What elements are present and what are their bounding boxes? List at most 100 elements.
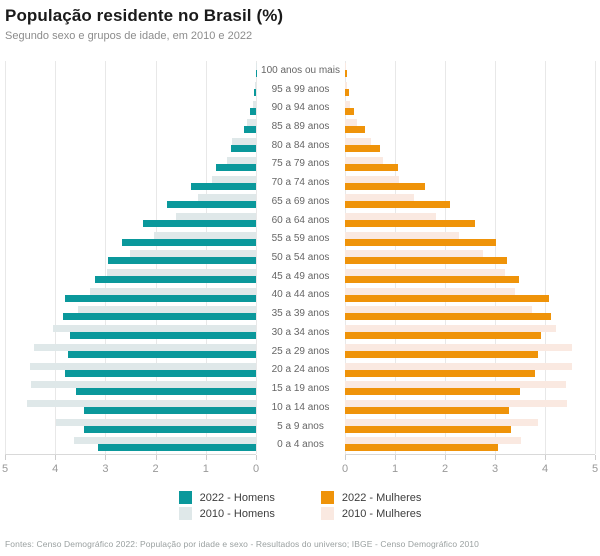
- pyramid-row-right-90-a-94-anos: [345, 98, 595, 117]
- bar-2010-mulheres-20-a-24-anos: [345, 362, 572, 370]
- tick-label-left-4: 4: [52, 463, 59, 475]
- bar-2022-mulheres-90-a-94-anos: [345, 107, 354, 115]
- gridline-left-0: [256, 61, 257, 454]
- bar-2022-mulheres-10-a-14-anos: [345, 407, 509, 414]
- bar-2010-homens-60-a-64-anos: [176, 212, 256, 220]
- age-label-95-a-99-anos: 95 a 99 anos: [271, 83, 330, 95]
- legend-item-2010-homens: 2010 - Homens: [178, 507, 275, 520]
- pyramid-row-right-65-a-69-anos: [345, 192, 595, 211]
- legend-swatch-2022-mulheres: [320, 491, 334, 504]
- bar-2010-mulheres-65-a-69-anos: [345, 194, 414, 202]
- bar-2010-mulheres-75-a-79-anos: [345, 156, 383, 164]
- legend: 2022 - Homens 2010 - Homens 2022 - Mulhe…: [5, 491, 595, 520]
- bar-2010-mulheres-50-a-54-anos: [345, 250, 483, 258]
- bar-2022-homens-65-a-69-anos: [167, 201, 256, 209]
- age-label-0-a-4-anos: 0 a 4 anos: [277, 439, 324, 451]
- bar-2010-homens-55-a-59-anos: [154, 231, 256, 239]
- age-label-75-a-79-anos: 75 a 79 anos: [271, 158, 330, 170]
- tick-label-left-1: 1: [202, 463, 209, 475]
- legend-label: 2010 - Mulheres: [341, 507, 422, 520]
- source-note: Fontes: Censo Demográfico 2022: Populaçã…: [5, 539, 479, 549]
- tick-right-2: [445, 455, 446, 460]
- bar-2010-homens-20-a-24-anos: [29, 362, 256, 370]
- bar-2022-homens-40-a-44-anos: [64, 294, 256, 302]
- tick-right-3: [495, 455, 496, 460]
- pyramid-row-left-65-a-69-anos: [5, 192, 256, 211]
- age-label-40-a-44-anos: 40 a 44 anos: [271, 289, 330, 301]
- bar-2022-homens-5-a-9-anos: [84, 425, 256, 433]
- bar-2022-mulheres-85-a-89-anos: [345, 126, 365, 134]
- tick-label-left-0: 0: [252, 463, 260, 475]
- legend-swatch-2010-homens: [178, 507, 192, 520]
- bar-2022-homens-55-a-59-anos: [122, 238, 256, 246]
- gridline-left-3: [105, 61, 107, 454]
- tick-label-left-3: 3: [102, 463, 109, 475]
- bar-2010-mulheres-70-a-74-anos: [345, 175, 399, 183]
- pyramid-row-right-75-a-79-anos: [345, 155, 595, 174]
- pyramid-row-left-45-a-49-anos: [5, 267, 256, 286]
- pyramid-row-right-45-a-49-anos: [345, 267, 595, 286]
- bar-2010-homens-45-a-49-anos: [106, 269, 256, 277]
- pyramid-row-left-100-anos-ou-mais: [5, 61, 256, 80]
- bar-2010-homens-85-a-89-anos: [247, 119, 256, 127]
- pyramid-row-right-80-a-84-anos: [345, 136, 595, 155]
- legend-swatch-2010-mulheres: [320, 507, 334, 520]
- tick-label-left-5: 5: [1, 463, 9, 475]
- bar-2022-mulheres-0-a-4-anos: [345, 444, 498, 452]
- gridline-left-4: [55, 61, 57, 454]
- bar-2010-mulheres-100-anos-ou-mais: [345, 63, 346, 71]
- age-label-90-a-94-anos: 90 a 94 anos: [271, 102, 330, 114]
- pyramid-row-left-35-a-39-anos: [5, 304, 256, 323]
- tick-label-right-1: 1: [391, 463, 399, 475]
- gridline-right-5: [595, 61, 596, 454]
- bar-2010-homens-75-a-79-anos: [227, 156, 256, 164]
- bar-2010-mulheres-10-a-14-anos: [345, 400, 567, 407]
- bar-2010-homens-95-a-99-anos: [254, 82, 256, 90]
- bar-2010-homens-15-a-19-anos: [31, 381, 256, 389]
- pyramid-row-left-55-a-59-anos: [5, 229, 256, 248]
- bar-2022-homens-20-a-24-anos: [65, 369, 256, 377]
- bar-2022-mulheres-40-a-44-anos: [345, 294, 549, 302]
- pyramid-row-left-20-a-24-anos: [5, 360, 256, 379]
- bar-2022-homens-100-anos-ou-mais: [255, 70, 256, 78]
- pyramid-row-left-5-a-9-anos: [5, 416, 256, 435]
- x-axis-left: 5 4 3 2 1 0: [1, 454, 260, 480]
- pyramid-row-right-40-a-44-anos: [345, 285, 595, 304]
- bar-2022-homens-10-a-14-anos: [83, 407, 256, 414]
- tick-left-0: [256, 455, 257, 460]
- bar-2022-homens-80-a-84-anos: [230, 145, 256, 153]
- age-label-25-a-29-anos: 25 a 29 anos: [271, 345, 330, 357]
- bar-2010-mulheres-60-a-64-anos: [345, 212, 436, 220]
- tick-left-1: [205, 455, 207, 460]
- bar-2022-homens-45-a-49-anos: [94, 276, 256, 284]
- x-axis-gap: [256, 454, 345, 480]
- pyramid-row-right-10-a-14-anos: [345, 398, 595, 417]
- bar-2022-mulheres-100-anos-ou-mais: [345, 70, 347, 78]
- bar-2010-homens-40-a-44-anos: [90, 287, 256, 295]
- age-labels-column: 100 anos ou mais 95 a 99 anos 90 a 94 anos…: [256, 61, 345, 454]
- pyramid-row-right-15-a-19-anos: [345, 379, 595, 398]
- legend-label: 2022 - Mulheres: [341, 491, 422, 504]
- bar-2010-mulheres-30-a-34-anos: [345, 325, 556, 333]
- pyramid-row-left-50-a-54-anos: [5, 248, 256, 267]
- pyramid-row-left-25-a-29-anos: [5, 342, 256, 361]
- age-label-100-anos-ou-mais: 100 anos ou mais: [261, 64, 340, 76]
- bar-2022-homens-90-a-94-anos: [250, 107, 256, 115]
- pyramid-row-left-70-a-74-anos: [5, 173, 256, 192]
- bar-2022-homens-60-a-64-anos: [143, 219, 256, 227]
- tick-left-2: [155, 455, 157, 460]
- pyramid-row-left-90-a-94-anos: [5, 98, 256, 117]
- tick-right-4: [545, 455, 546, 460]
- bar-2010-homens-80-a-84-anos: [231, 138, 256, 146]
- bar-2022-mulheres-30-a-34-anos: [345, 332, 541, 340]
- page-subtitle: Segundo sexo e grupos de idade, em 2010 …: [5, 30, 253, 42]
- age-label-20-a-24-anos: 20 a 24 anos: [271, 364, 330, 376]
- bar-2010-mulheres-85-a-89-anos: [345, 119, 357, 127]
- age-label-70-a-74-anos: 70 a 74 anos: [271, 177, 330, 189]
- bar-2010-mulheres-0-a-4-anos: [345, 437, 521, 445]
- pyramid-row-left-30-a-34-anos: [5, 323, 256, 342]
- page-title: População residente no Brasil (%): [5, 6, 284, 25]
- tick-label-right-0: 0: [341, 463, 349, 475]
- bar-2022-mulheres-60-a-64-anos: [345, 219, 475, 227]
- bar-2022-homens-30-a-34-anos: [70, 332, 256, 340]
